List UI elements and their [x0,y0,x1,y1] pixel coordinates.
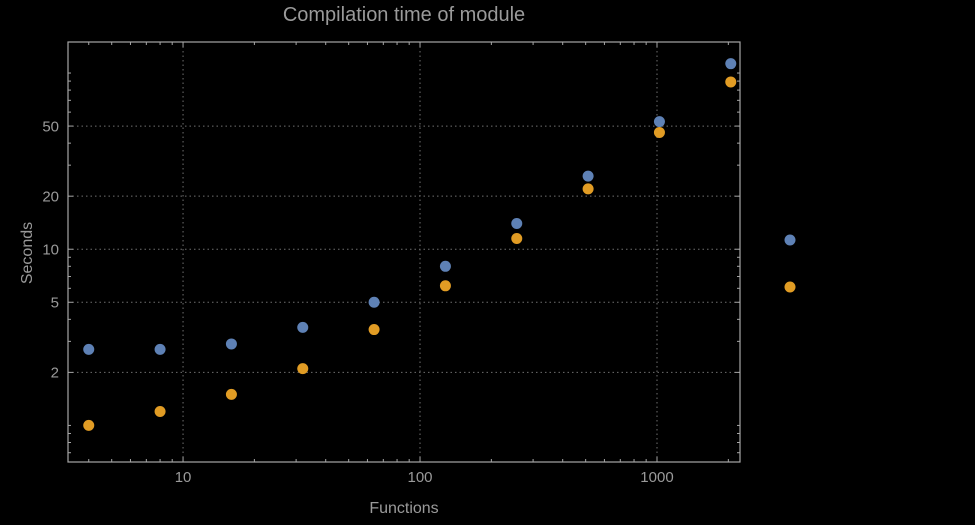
data-point-series-blue [511,217,523,229]
legend-marker-series-blue [784,234,796,246]
data-point-series-orange [725,76,737,88]
y-tick-label: 10 [42,241,59,258]
data-point-series-blue [368,296,380,308]
x-tick-label: 100 [408,469,433,486]
data-point-series-orange [225,388,237,400]
data-point-series-blue [725,58,737,70]
x-tick-label: 1000 [640,469,673,486]
data-point-series-blue [582,170,594,182]
data-point-series-orange [511,233,523,245]
data-point-series-orange [297,363,309,375]
data-point-series-blue [83,343,95,355]
y-tick-label: 50 [42,118,59,135]
data-point-series-orange [439,280,451,292]
y-tick-label: 5 [51,295,59,312]
data-point-series-orange [582,183,594,195]
data-point-series-blue [297,321,309,333]
data-point-series-orange [653,126,665,138]
legend-marker-series-orange [784,281,796,293]
chart-title: Compilation time of module [282,4,526,26]
data-point-series-orange [368,324,380,336]
data-point-series-blue [439,260,451,272]
plot-frame [67,41,741,463]
y-tick-label: 20 [42,188,59,205]
data-point-series-blue [154,343,166,355]
y-axis-label: Seconds [19,221,36,285]
data-point-series-blue [653,116,665,128]
x-tick-label: 10 [175,469,192,486]
data-point-series-orange [154,405,166,417]
data-point-series-blue [225,338,237,350]
x-axis-label: Functions [369,500,439,517]
data-point-series-orange [83,419,95,431]
y-tick-label: 2 [51,365,59,382]
